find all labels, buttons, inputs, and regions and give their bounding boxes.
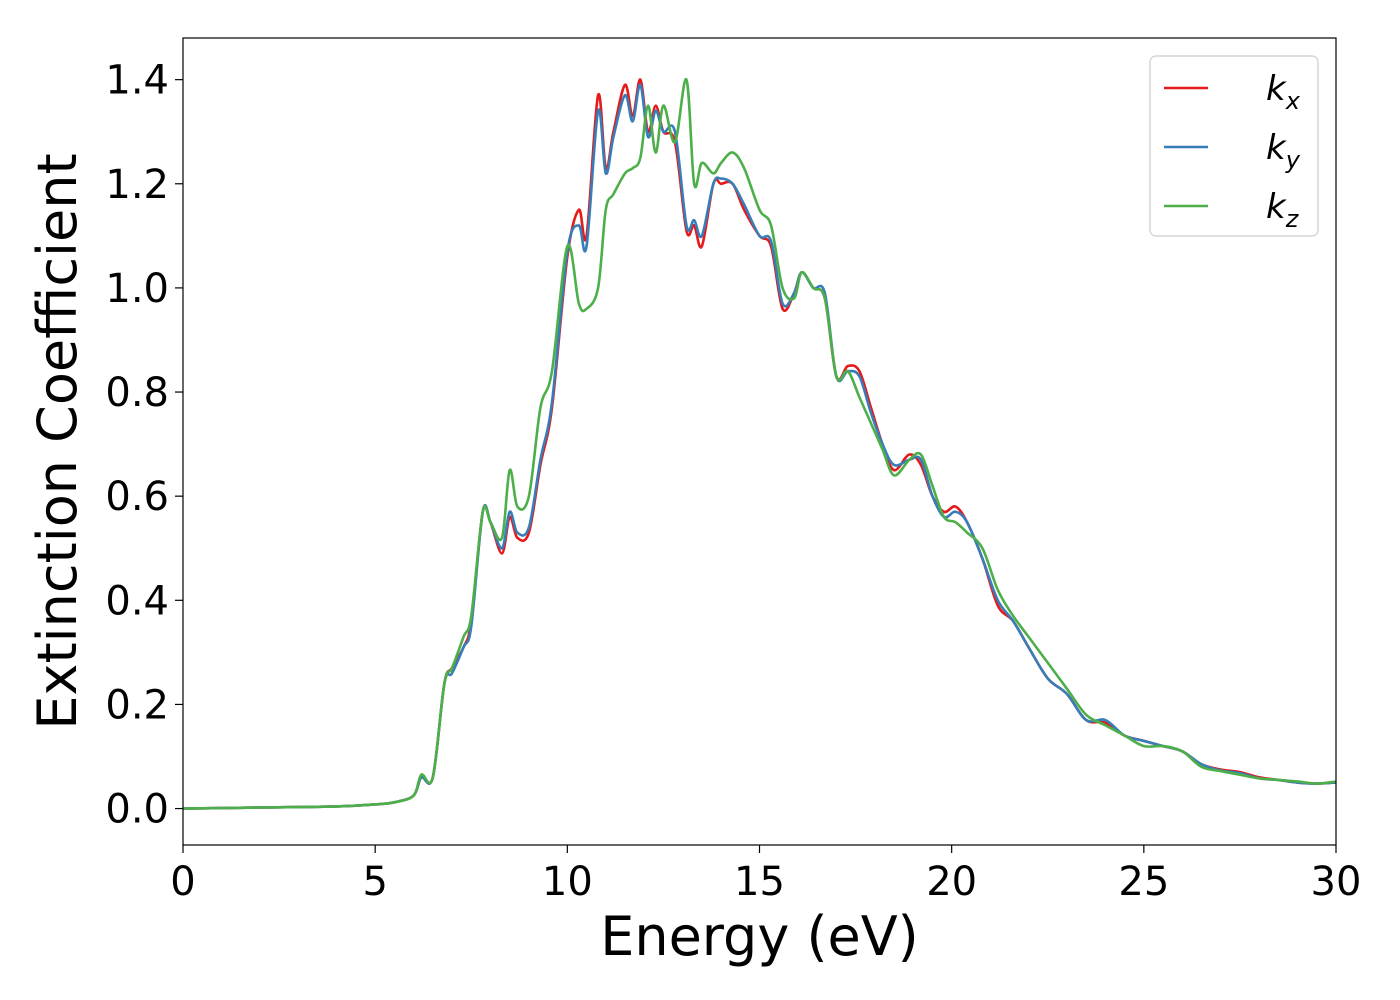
x-tick-label: 15: [734, 859, 785, 905]
y-tick-label: 1.2: [105, 162, 169, 208]
y-tick-label: 0.2: [105, 682, 169, 728]
x-tick-label: 25: [1118, 859, 1169, 905]
x-tick-label: 20: [926, 859, 977, 905]
x-tick-label: 5: [362, 859, 387, 905]
x-axis-title: Energy (eV): [600, 905, 919, 968]
x-axis: 0 5 10 15 20 25 30: [170, 845, 1361, 905]
legend: kx ky kz: [1149, 55, 1319, 237]
legend-label-z: kz: [1266, 187, 1300, 233]
y-tick-label: 0.6: [105, 474, 169, 520]
x-tick-label: 30: [1311, 859, 1362, 905]
y-axis-title: Extinction Coefficient: [26, 153, 89, 729]
y-tick-label: 1.4: [105, 58, 169, 104]
y-tick-label: 1.0: [105, 266, 169, 312]
series-layer: [183, 78, 1336, 810]
y-tick-label: 0.4: [105, 578, 169, 624]
y-axis: 0.0 0.2 0.4 0.6 0.8 1.0 1.2 1.4: [105, 58, 183, 833]
y-tick-label: 0.8: [105, 370, 169, 416]
legend-label-x: kx: [1266, 69, 1301, 115]
series-line-z: [183, 78, 1336, 810]
x-tick-label: 0: [170, 859, 195, 905]
legend-label-y: ky: [1266, 128, 1301, 174]
x-tick-label: 10: [542, 859, 593, 905]
legend-box: [1149, 55, 1319, 237]
y-tick-label: 0.0: [105, 787, 169, 833]
